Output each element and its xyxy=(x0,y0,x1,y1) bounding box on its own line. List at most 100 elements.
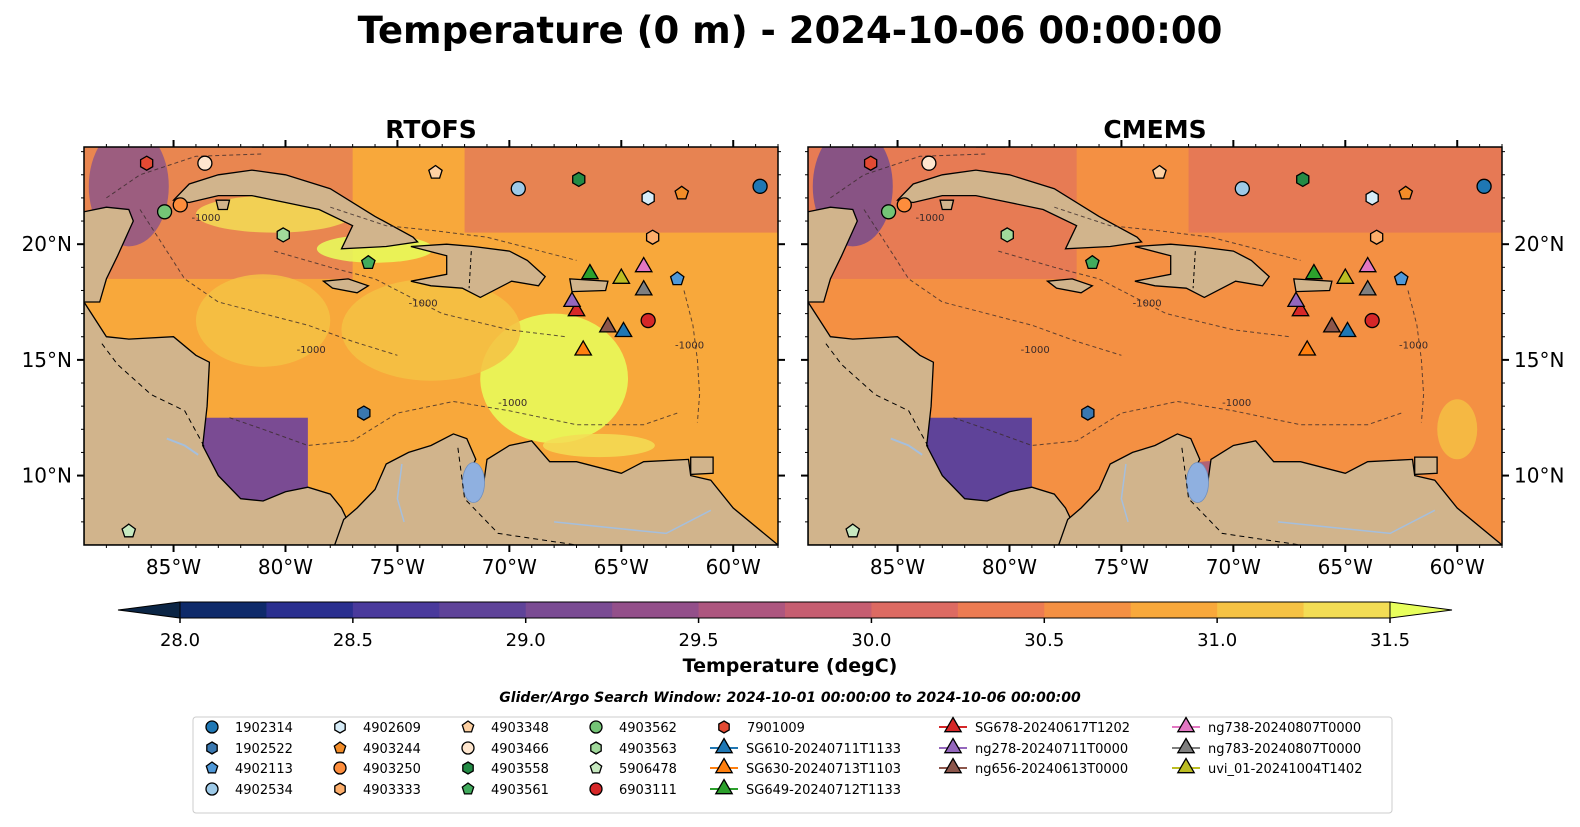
legend-marker-4902609 xyxy=(334,720,346,734)
rtofs-border-line xyxy=(457,447,577,545)
rtofs-contour-line xyxy=(229,400,678,447)
cmems-bathymetry-contours: -1000 -1000 -1000 -1000 -1000 xyxy=(830,153,1428,447)
legend-marker-4903561 xyxy=(461,782,475,795)
cmems-contour-line xyxy=(1054,206,1301,261)
cmems-isla-juventud xyxy=(939,199,955,211)
colorbar-segment xyxy=(1044,602,1132,618)
cmems-x-tick-label: 75°W xyxy=(1094,555,1149,579)
rtofs-x-tick-label: 75°W xyxy=(370,555,425,579)
legend-label: SG630-20240713T1103 xyxy=(746,762,901,777)
legend-label: 4903244 xyxy=(363,742,421,757)
cmems-marker-4903466 xyxy=(921,155,937,171)
legend-label: ng656-20240613T0000 xyxy=(975,762,1128,777)
cmems-marker-ng783-20240807T0000 xyxy=(1358,279,1378,296)
cmems-contour-label: -1000 xyxy=(1222,398,1251,409)
cmems-axes: 85°W 80°W 75°W 70°W 65°W 60°W 10°N 15°N 20°N xyxy=(801,140,1564,579)
rtofs-marker-4903563 xyxy=(276,227,290,243)
cmems-marker-1902314 xyxy=(1476,178,1492,194)
legend-label: 5906478 xyxy=(619,762,677,777)
rtofs-x-tick-label: 70°W xyxy=(482,555,537,579)
rtofs-marker-6903111 xyxy=(640,312,656,329)
legend-label: 7901009 xyxy=(747,721,805,736)
rtofs-contour-line xyxy=(330,206,577,261)
legend-marker-ng278-20240711T0000 xyxy=(943,737,963,754)
cmems-puerto-rico xyxy=(1293,278,1333,293)
cmems-marker-ng738-20240807T0000 xyxy=(1358,256,1378,273)
legend: 1902314 1902522 4902113 4902534 4902609 49032… xyxy=(192,716,1393,814)
legend-marker-4902113 xyxy=(205,761,219,774)
legend-marker-6903111 xyxy=(589,782,603,796)
cmems-marker-4903333 xyxy=(1369,229,1384,245)
cmems-border-line xyxy=(1192,251,1196,289)
cmems-contour-label: -1000 xyxy=(915,213,944,224)
rtofs-warm-patch xyxy=(542,433,655,458)
cmems-river-orinoco xyxy=(1278,509,1436,535)
colorbar-tick-label: 30.5 xyxy=(1024,630,1064,651)
cmems-cuba xyxy=(896,169,1143,250)
rtofs-cuba xyxy=(172,169,419,250)
colorbar-segment xyxy=(266,602,354,618)
legend-label: ng278-20240711T0000 xyxy=(975,742,1128,757)
legend-marker-ng783-20240807T0000 xyxy=(1176,737,1196,754)
cmems-marker-4902609 xyxy=(1365,190,1379,206)
rtofs-lake-nicaragua xyxy=(166,437,199,456)
cmems-south-america xyxy=(1058,433,1502,545)
cmems-y-tick-label: 20°N xyxy=(1514,232,1564,256)
legend-label: SG610-20240711T1133 xyxy=(746,742,901,757)
rtofs-marker-4903561 xyxy=(360,254,376,270)
cmems-trinidad xyxy=(1414,456,1438,476)
cmems-marker-4903558 xyxy=(1296,171,1310,188)
cmems-map-frame xyxy=(807,146,1503,546)
cmems-x-tick-label: 60°W xyxy=(1430,555,1485,579)
cmems-contour-label: -1000 xyxy=(1399,340,1428,351)
colorbar-tick-label: 29.0 xyxy=(506,630,546,651)
cmems-contour-label: -1000 xyxy=(1021,345,1050,356)
cmems-marker-4903562 xyxy=(880,204,897,220)
rtofs-y-tick-label: 15°N xyxy=(22,348,72,372)
cmems-map-area: -1000 -1000 -1000 -1000 -1000 xyxy=(808,147,1502,545)
rtofs-marker-4902534 xyxy=(510,181,526,197)
rtofs-yucatan xyxy=(84,206,135,303)
figure-title: Temperature (0 m) - 2024-10-06 00:00:00 xyxy=(358,9,1223,52)
rtofs-hispaniola xyxy=(410,243,547,299)
colorbar: 28.0 28.5 29.0 29.5 30.0 30.5 31.0 31.5 xyxy=(117,601,1453,651)
legend-marker-7901009 xyxy=(718,720,730,734)
rtofs-contour-label: -1000 xyxy=(498,398,527,409)
cmems-x-tick-label: 70°W xyxy=(1206,555,1261,579)
cmems-contour-line xyxy=(830,153,988,199)
rtofs-jamaica xyxy=(321,278,370,294)
rtofs-south-america xyxy=(334,433,778,545)
rtofs-land xyxy=(84,147,778,545)
legend-label: 4902609 xyxy=(363,721,421,736)
legend-label: 4903250 xyxy=(363,762,421,777)
colorbar-label: Temperature (degC) xyxy=(683,655,898,677)
rtofs-contour-line xyxy=(274,250,566,338)
rtofs-isla-juventud xyxy=(215,199,231,211)
legend-label: ng738-20240807T0000 xyxy=(1208,721,1361,736)
rtofs-marker-uvi_01-20241004T1402 xyxy=(611,267,631,284)
rtofs-x-tick-label: 60°W xyxy=(706,555,761,579)
cmems-marker-4903563 xyxy=(1000,227,1014,243)
rtofs-contour-line xyxy=(106,153,264,199)
legend-marker-1902314 xyxy=(205,720,219,734)
rtofs-marker-4903558 xyxy=(572,171,586,188)
rtofs-marker-1902522 xyxy=(357,405,371,421)
rtofs-warm-patch xyxy=(341,278,521,381)
legend-entries: 1902314 1902522 4902113 4902534 4902609 49032… xyxy=(205,716,1362,798)
colorbar-extend-high xyxy=(1389,601,1453,619)
rtofs-axes: 85°W 80°W 75°W 70°W 65°W 60°W 10°N 15°N 20°N xyxy=(22,140,785,579)
legend-label: 4903348 xyxy=(491,721,549,736)
cmems-marker-7901009 xyxy=(863,155,878,171)
rtofs-marker-SG610-20240711T1133 xyxy=(614,321,633,338)
rtofs-contour-line xyxy=(139,209,398,356)
cmems-marker-4902113 xyxy=(1393,271,1409,286)
rtofs-y-tick-label: 20°N xyxy=(22,232,72,256)
rtofs-marker-4902609 xyxy=(641,190,655,206)
rtofs-marker-4903348 xyxy=(428,164,443,179)
cmems-y-tick-label: 10°N xyxy=(1514,464,1564,488)
cmems-platform-markers xyxy=(845,155,1492,538)
colorbar-segment xyxy=(612,602,700,618)
cmems-contour-label: -1000 xyxy=(1133,299,1162,310)
cmems-marker-4902534 xyxy=(1234,181,1250,197)
